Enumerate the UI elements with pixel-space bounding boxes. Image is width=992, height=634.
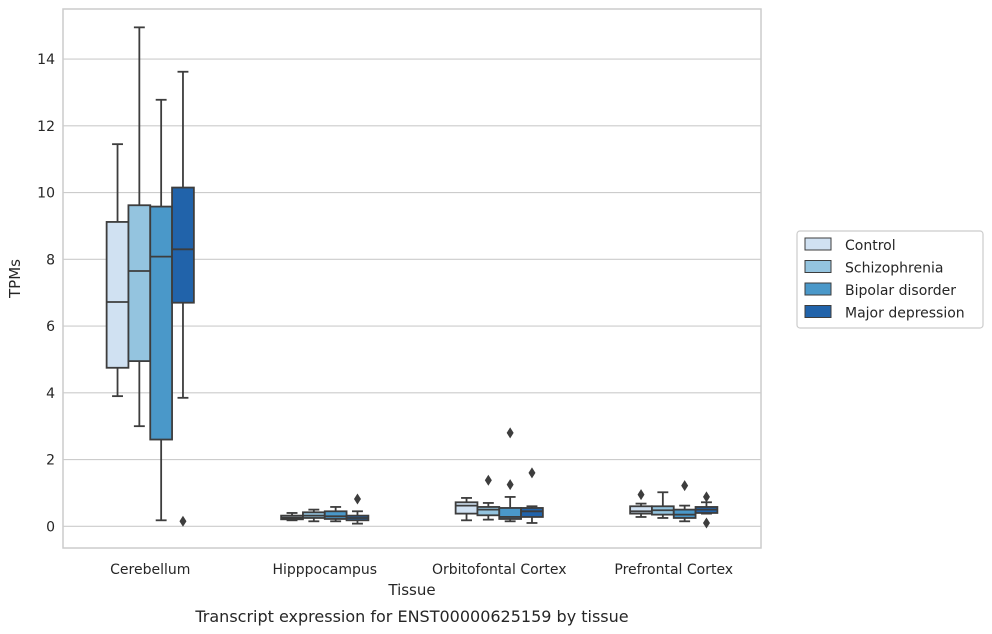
legend-swatch — [804, 237, 832, 251]
box-control — [105, 143, 130, 398]
box-control — [454, 497, 479, 522]
box-iqr — [127, 204, 152, 363]
box-schizophrenia — [476, 474, 501, 521]
box-iqr — [629, 505, 653, 515]
outlier-point — [637, 489, 645, 501]
x-axis-title: Tissue — [387, 581, 435, 599]
box-iqr — [520, 507, 544, 518]
plot-area-frame — [62, 8, 762, 549]
box-control — [629, 489, 653, 518]
legend-label: Major depression — [845, 306, 965, 322]
x-tick-label: Orbitofontal Cortex — [432, 562, 567, 578]
outlier-point — [484, 474, 492, 486]
outlier-point — [681, 480, 689, 492]
y-tick-label: 10 — [37, 186, 55, 202]
box-schizophrenia — [302, 508, 326, 523]
outlier-point — [353, 493, 361, 505]
legend-swatch — [804, 260, 832, 273]
box-schizophrenia — [651, 491, 675, 519]
y-tick-label: 14 — [37, 52, 55, 68]
y-tick-label: 4 — [46, 386, 55, 402]
boxes — [105, 26, 719, 529]
outlier-point — [702, 491, 710, 503]
x-tick-labels: Cerebellum Hipppocampus Orbitofontal Corte… — [110, 562, 733, 578]
box-major-depression — [694, 491, 719, 529]
y-tick-label: 2 — [46, 453, 55, 469]
chart-caption: Transcript expression for ENST0000062515… — [194, 607, 628, 626]
box-iqr — [149, 205, 173, 441]
legend-label: Schizophrenia — [845, 261, 943, 277]
legend-swatch — [804, 305, 832, 318]
box-bipolar-disorder — [149, 98, 173, 522]
box-iqr — [454, 501, 479, 515]
box-bipolar-disorder — [498, 427, 522, 523]
y-axis-title: TPMs — [6, 259, 24, 299]
x-tick-label: Hipppocampus — [272, 562, 377, 578]
box-iqr — [476, 506, 501, 517]
box-bipolar-disorder — [672, 480, 697, 523]
y-tick-labels: 0 2 4 6 8 10 12 14 — [37, 52, 55, 535]
x-tick-label: Prefrontal Cortex — [614, 562, 733, 578]
y-tick-label: 0 — [46, 519, 55, 535]
box-iqr — [105, 221, 130, 369]
legend-swatch — [804, 282, 832, 296]
legend-label: Control — [845, 238, 896, 254]
legend-frame — [796, 230, 984, 329]
outlier-point — [506, 427, 514, 439]
box-schizophrenia — [127, 26, 152, 428]
outlier-point — [179, 515, 187, 527]
box-major-depression — [345, 493, 370, 525]
outlier-point — [506, 479, 514, 491]
box-iqr — [171, 186, 195, 304]
legend-label: Bipolar disorder — [845, 283, 956, 299]
x-tick-label: Cerebellum — [110, 562, 190, 578]
box-control — [280, 512, 304, 522]
outlier-point — [702, 517, 710, 529]
y-tick-label: 12 — [37, 119, 55, 135]
box-bipolar-disorder — [323, 506, 348, 523]
box-iqr — [323, 510, 348, 520]
y-tick-label: 6 — [46, 319, 55, 335]
box-major-depression — [171, 70, 195, 527]
outlier-point — [528, 467, 536, 479]
y-tick-label: 8 — [46, 252, 55, 268]
legend: Control Schizophrenia Bipolar disorder Majo… — [796, 230, 984, 329]
box-major-depression — [520, 467, 544, 524]
